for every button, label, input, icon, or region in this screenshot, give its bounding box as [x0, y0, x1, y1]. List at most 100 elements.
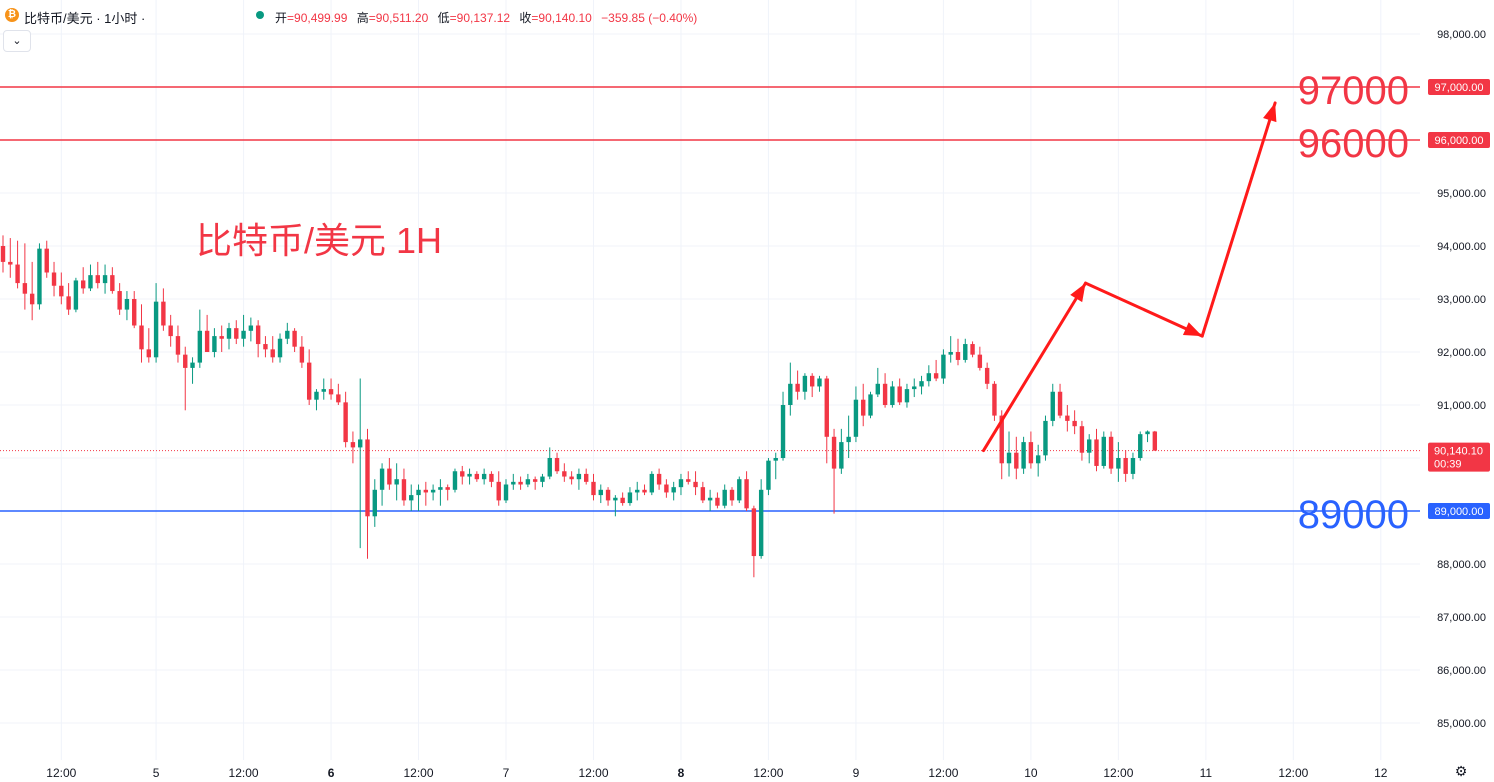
- time-axis[interactable]: 12:00 5 12:00 6 12:00 7 12:00 8 12:00 9 12:00 10 12:…: [46, 766, 1387, 780]
- candle: [591, 473, 596, 501]
- candle-body: [430, 489, 436, 493]
- candle-body: [780, 405, 786, 458]
- candle: [95, 261, 100, 289]
- level-big-labels: 97000 96000 89000: [1298, 69, 1409, 537]
- candle: [562, 463, 567, 482]
- grid: [0, 0, 1420, 760]
- candle-body: [955, 352, 961, 360]
- candle-body: [795, 383, 800, 392]
- open-value: =90,499.99: [287, 11, 348, 25]
- candle: [627, 487, 633, 506]
- candle-body: [212, 336, 217, 352]
- candle: [1028, 431, 1034, 469]
- candle: [80, 267, 86, 294]
- candle-body: [263, 344, 268, 350]
- candle: [656, 468, 662, 490]
- candle-body: [926, 373, 932, 382]
- candle: [744, 471, 749, 511]
- candle: [795, 370, 800, 400]
- price-axis[interactable]: 85,000.00 86,000.00 87,000.00 88,000.00 89,0…: [1428, 29, 1490, 730]
- candle: [970, 341, 975, 358]
- candle-body: [139, 325, 144, 350]
- candle: [576, 468, 582, 490]
- candle-body: [350, 442, 356, 448]
- candle: [66, 283, 71, 315]
- candle-body: [554, 458, 560, 472]
- time-tick-label: 7: [503, 766, 510, 780]
- candle-body: [255, 325, 261, 345]
- candle: [554, 452, 560, 474]
- candle-body: [1123, 458, 1128, 474]
- candle: [110, 267, 115, 294]
- candle: [649, 471, 655, 496]
- candle: [715, 492, 720, 509]
- candle-body: [707, 497, 713, 501]
- candle-body: [29, 293, 35, 305]
- price-tick-label: 88,000.00: [1437, 559, 1486, 571]
- candle-body: [853, 399, 859, 437]
- candle: [1145, 430, 1150, 443]
- candle: [219, 325, 224, 352]
- candle-body: [328, 389, 334, 395]
- candle-body: [569, 476, 574, 480]
- time-tick-label: 6: [328, 766, 335, 780]
- candle-body: [933, 373, 939, 379]
- price-tick-label: 86,000.00: [1437, 665, 1486, 677]
- candle: [1021, 436, 1026, 474]
- candle-body: [664, 484, 669, 493]
- candle: [1014, 436, 1019, 480]
- time-tick-label: 12:00: [229, 766, 259, 780]
- candle: [875, 367, 880, 398]
- candle: [817, 375, 822, 392]
- candle-body: [95, 275, 100, 284]
- candle-body: [700, 487, 706, 501]
- candle: [73, 277, 79, 313]
- candle-body: [831, 436, 837, 469]
- candle-body: [460, 471, 465, 477]
- level-big-label-97000: 97000: [1298, 69, 1409, 113]
- candle-body: [941, 354, 946, 379]
- symbol-title[interactable]: 比特币/美元 · 1小时 ·: [24, 11, 146, 26]
- candle-body: [620, 497, 625, 504]
- candle-body: [861, 399, 866, 416]
- candle-body: [496, 481, 501, 501]
- candle: [146, 328, 151, 363]
- candle-body: [336, 394, 341, 403]
- settings-icon[interactable]: ⚙: [1454, 763, 1468, 779]
- candle: [29, 261, 35, 321]
- candle: [277, 333, 283, 363]
- time-tick-label: 10: [1024, 766, 1038, 780]
- candle-body: [715, 497, 720, 506]
- candle: [270, 336, 275, 363]
- candle: [955, 338, 961, 366]
- time-tick-label: 9: [853, 766, 860, 780]
- candle: [22, 243, 28, 310]
- candle-body: [649, 473, 655, 493]
- candle: [532, 476, 538, 490]
- candle-body: [146, 349, 151, 358]
- candle: [992, 381, 997, 421]
- candle: [693, 471, 698, 496]
- candle: [8, 238, 13, 278]
- open-label: 开: [275, 11, 288, 25]
- candle: [292, 328, 297, 352]
- candle: [387, 458, 392, 490]
- candle-body: [1065, 415, 1070, 421]
- candle-body: [766, 460, 771, 490]
- collapse-button[interactable]: ⌄: [3, 30, 31, 52]
- candle: [773, 452, 778, 480]
- candle: [168, 314, 173, 347]
- candle: [102, 264, 108, 294]
- candle-body: [299, 346, 305, 363]
- candle-body: [904, 389, 910, 403]
- high-value: =90,511.20: [368, 11, 429, 25]
- candle-body: [445, 487, 450, 490]
- candle-body: [824, 378, 829, 437]
- last-price-label: 90,140.10: [1434, 446, 1483, 458]
- time-tick-label: 12:00: [578, 766, 608, 780]
- candle: [358, 378, 363, 549]
- candle: [139, 304, 144, 363]
- candle-body: [912, 386, 917, 390]
- candle-body: [219, 336, 224, 339]
